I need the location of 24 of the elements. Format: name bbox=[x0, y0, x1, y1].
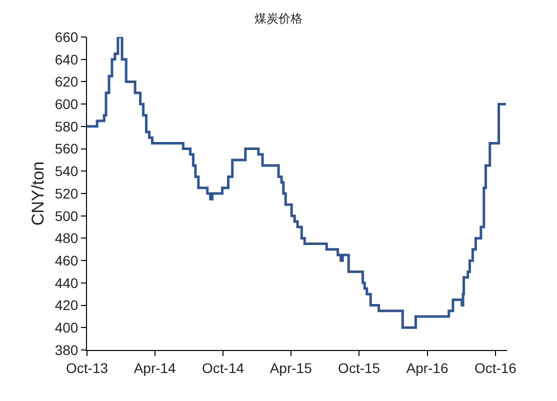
x-tick-label: Apr-15 bbox=[270, 360, 312, 376]
y-tick-label: 500 bbox=[54, 208, 78, 224]
y-tick-label: 640 bbox=[54, 51, 78, 68]
y-tick-label: 560 bbox=[54, 140, 78, 157]
y-tick-label: 440 bbox=[54, 274, 78, 291]
y-tick-label: 420 bbox=[54, 297, 78, 314]
x-tick-label: Oct-16 bbox=[474, 360, 517, 376]
y-tick-label: 460 bbox=[54, 252, 78, 268]
y-tick-label: 380 bbox=[54, 342, 78, 358]
y-tick-label: 580 bbox=[54, 118, 78, 134]
y-tick-label: 620 bbox=[54, 74, 78, 90]
y-tick-label: 600 bbox=[54, 96, 78, 112]
x-tick-label: Apr-14 bbox=[134, 360, 176, 376]
x-tick-label: Oct-15 bbox=[338, 360, 380, 376]
y-tick-label: 400 bbox=[54, 320, 78, 336]
chart-title: 煤炭价格 bbox=[254, 11, 302, 26]
x-tick-label: Apr-16 bbox=[406, 360, 448, 376]
y-tick-label: 540 bbox=[54, 163, 78, 180]
x-tick-label: Oct-14 bbox=[202, 360, 244, 376]
y-axis-title: CNY/ton bbox=[28, 161, 48, 226]
y-tick-label: 480 bbox=[54, 230, 78, 246]
x-tick-label: Oct-13 bbox=[66, 360, 108, 376]
y-tick-label: 660 bbox=[54, 28, 78, 45]
y-tick-label: 520 bbox=[54, 185, 78, 202]
